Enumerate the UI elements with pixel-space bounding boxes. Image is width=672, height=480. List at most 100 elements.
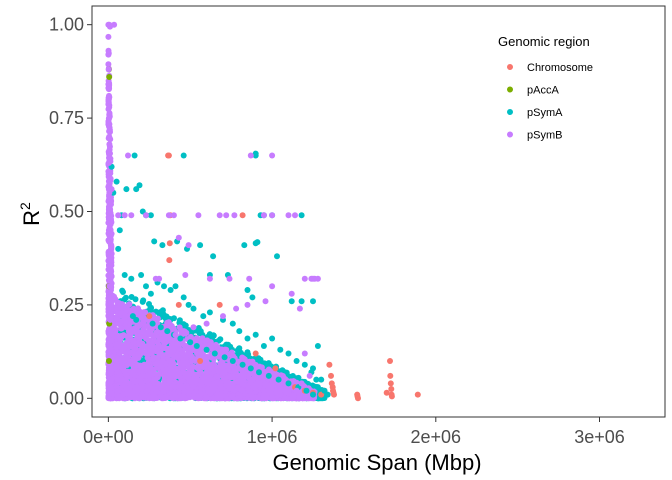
data-point-psymb [173,365,180,372]
data-point-psymb [186,371,193,378]
legend-label-psymb: pSymB [527,130,562,142]
data-point-psyma [256,369,262,376]
data-point-psymb [150,354,157,361]
data-point-psyma [193,343,200,349]
data-point-psymb [165,212,172,219]
data-point-psymb [222,392,229,399]
data-point-psymb [129,368,136,375]
data-point-psyma [298,298,305,305]
data-point-psymb [105,101,112,108]
data-point-psymb [128,212,135,219]
data-point-psyma [288,298,295,305]
y-tick-label: 1.00 [49,15,84,35]
data-point-psymb [253,394,260,401]
data-point-psyma [254,239,261,246]
data-point-psymb [129,350,136,357]
data-point-psymb [164,335,171,342]
data-point-psymb [206,275,213,282]
data-point-psymb [216,212,223,219]
data-point-psyma [190,305,197,312]
data-point-psymb [239,370,246,377]
data-point-psymb [106,253,113,260]
data-point-psyma [318,376,325,383]
data-point-psymb [106,133,113,140]
data-point-psymb [137,308,143,315]
legend-label-chromosome: Chromosome [527,62,593,74]
data-point-psymb [125,152,131,159]
data-point-psymb [255,379,262,386]
data-point-psymb [143,335,149,342]
data-point-psyma [151,238,158,245]
data-point-psyma [113,178,120,185]
x-axis: 0e+00 1e+06 2e+06 3e+06 [83,417,625,447]
data-point-psymb [106,128,113,135]
data-point-psymb [255,374,262,381]
data-point-chromosome [383,389,390,396]
data-point-psymb [108,186,115,193]
data-point-psymb [115,212,122,219]
data-point-psyma [211,350,218,357]
data-point-psymb [107,175,114,182]
data-point-psymb [126,343,132,350]
data-point-psymb [105,51,112,58]
data-point-psymb [269,152,276,159]
data-point-psyma [314,384,321,391]
data-point-psyma [146,301,152,307]
data-point-psymb [181,394,188,401]
data-point-psymb [142,363,149,370]
data-point-psyma [237,349,244,356]
data-point-psyma [200,313,207,320]
data-point-psymb [237,392,244,399]
data-point-psymb [296,305,303,312]
data-point-psymb [246,388,253,395]
legend-label-pacca: pAccA [527,85,559,97]
data-point-psyma [257,356,264,363]
data-point-psyma [285,380,292,387]
data-point-psymb [117,303,124,310]
data-point-psymb [226,275,233,282]
data-point-psymb [153,329,160,336]
data-point-psymb [154,346,161,353]
data-point-psymb [152,394,159,401]
data-point-psymb [246,275,253,282]
data-point-psymb [220,313,226,320]
data-point-psyma [122,294,129,301]
x-tick-label: 2e+06 [411,427,462,447]
data-point-psymb [105,86,112,93]
data-point-psymb [106,80,113,87]
data-point-psymb [175,234,182,241]
data-point-psymb [142,323,148,329]
data-point-psymb [107,346,114,353]
data-point-psymb [246,375,253,382]
data-point-psyma [157,309,164,316]
data-point-psymb [106,301,113,308]
data-point-psyma [303,387,310,394]
data-point-psymb [125,390,132,397]
data-point-psyma [180,152,187,159]
data-point-psymb [105,33,112,40]
data-point-psymb [229,373,236,380]
data-point-psyma [161,283,167,290]
data-point-psyma [298,212,305,219]
data-point-psymb [148,326,155,333]
data-point-psymb [139,372,146,379]
data-point-psyma [177,335,184,342]
data-point-psymb [207,390,214,397]
data-point-psyma [121,272,128,278]
data-point-psyma [285,350,292,357]
data-point-psymb [239,354,246,361]
data-point-psymb [137,330,144,337]
data-point-psyma [128,275,135,282]
data-point-psymb [146,343,153,349]
data-point-psymb [107,316,114,323]
data-point-psymb [146,331,153,338]
data-point-chromosome [146,313,153,320]
data-point-psymb [170,347,177,354]
x-tick-label: 0e+00 [83,427,134,447]
data-point-psymb [111,21,118,28]
data-point-psymb [256,364,263,371]
data-point-psymb [195,363,202,370]
data-point-psymb [154,339,161,346]
data-point-psymb [125,302,131,309]
data-point-psymb [196,395,203,402]
